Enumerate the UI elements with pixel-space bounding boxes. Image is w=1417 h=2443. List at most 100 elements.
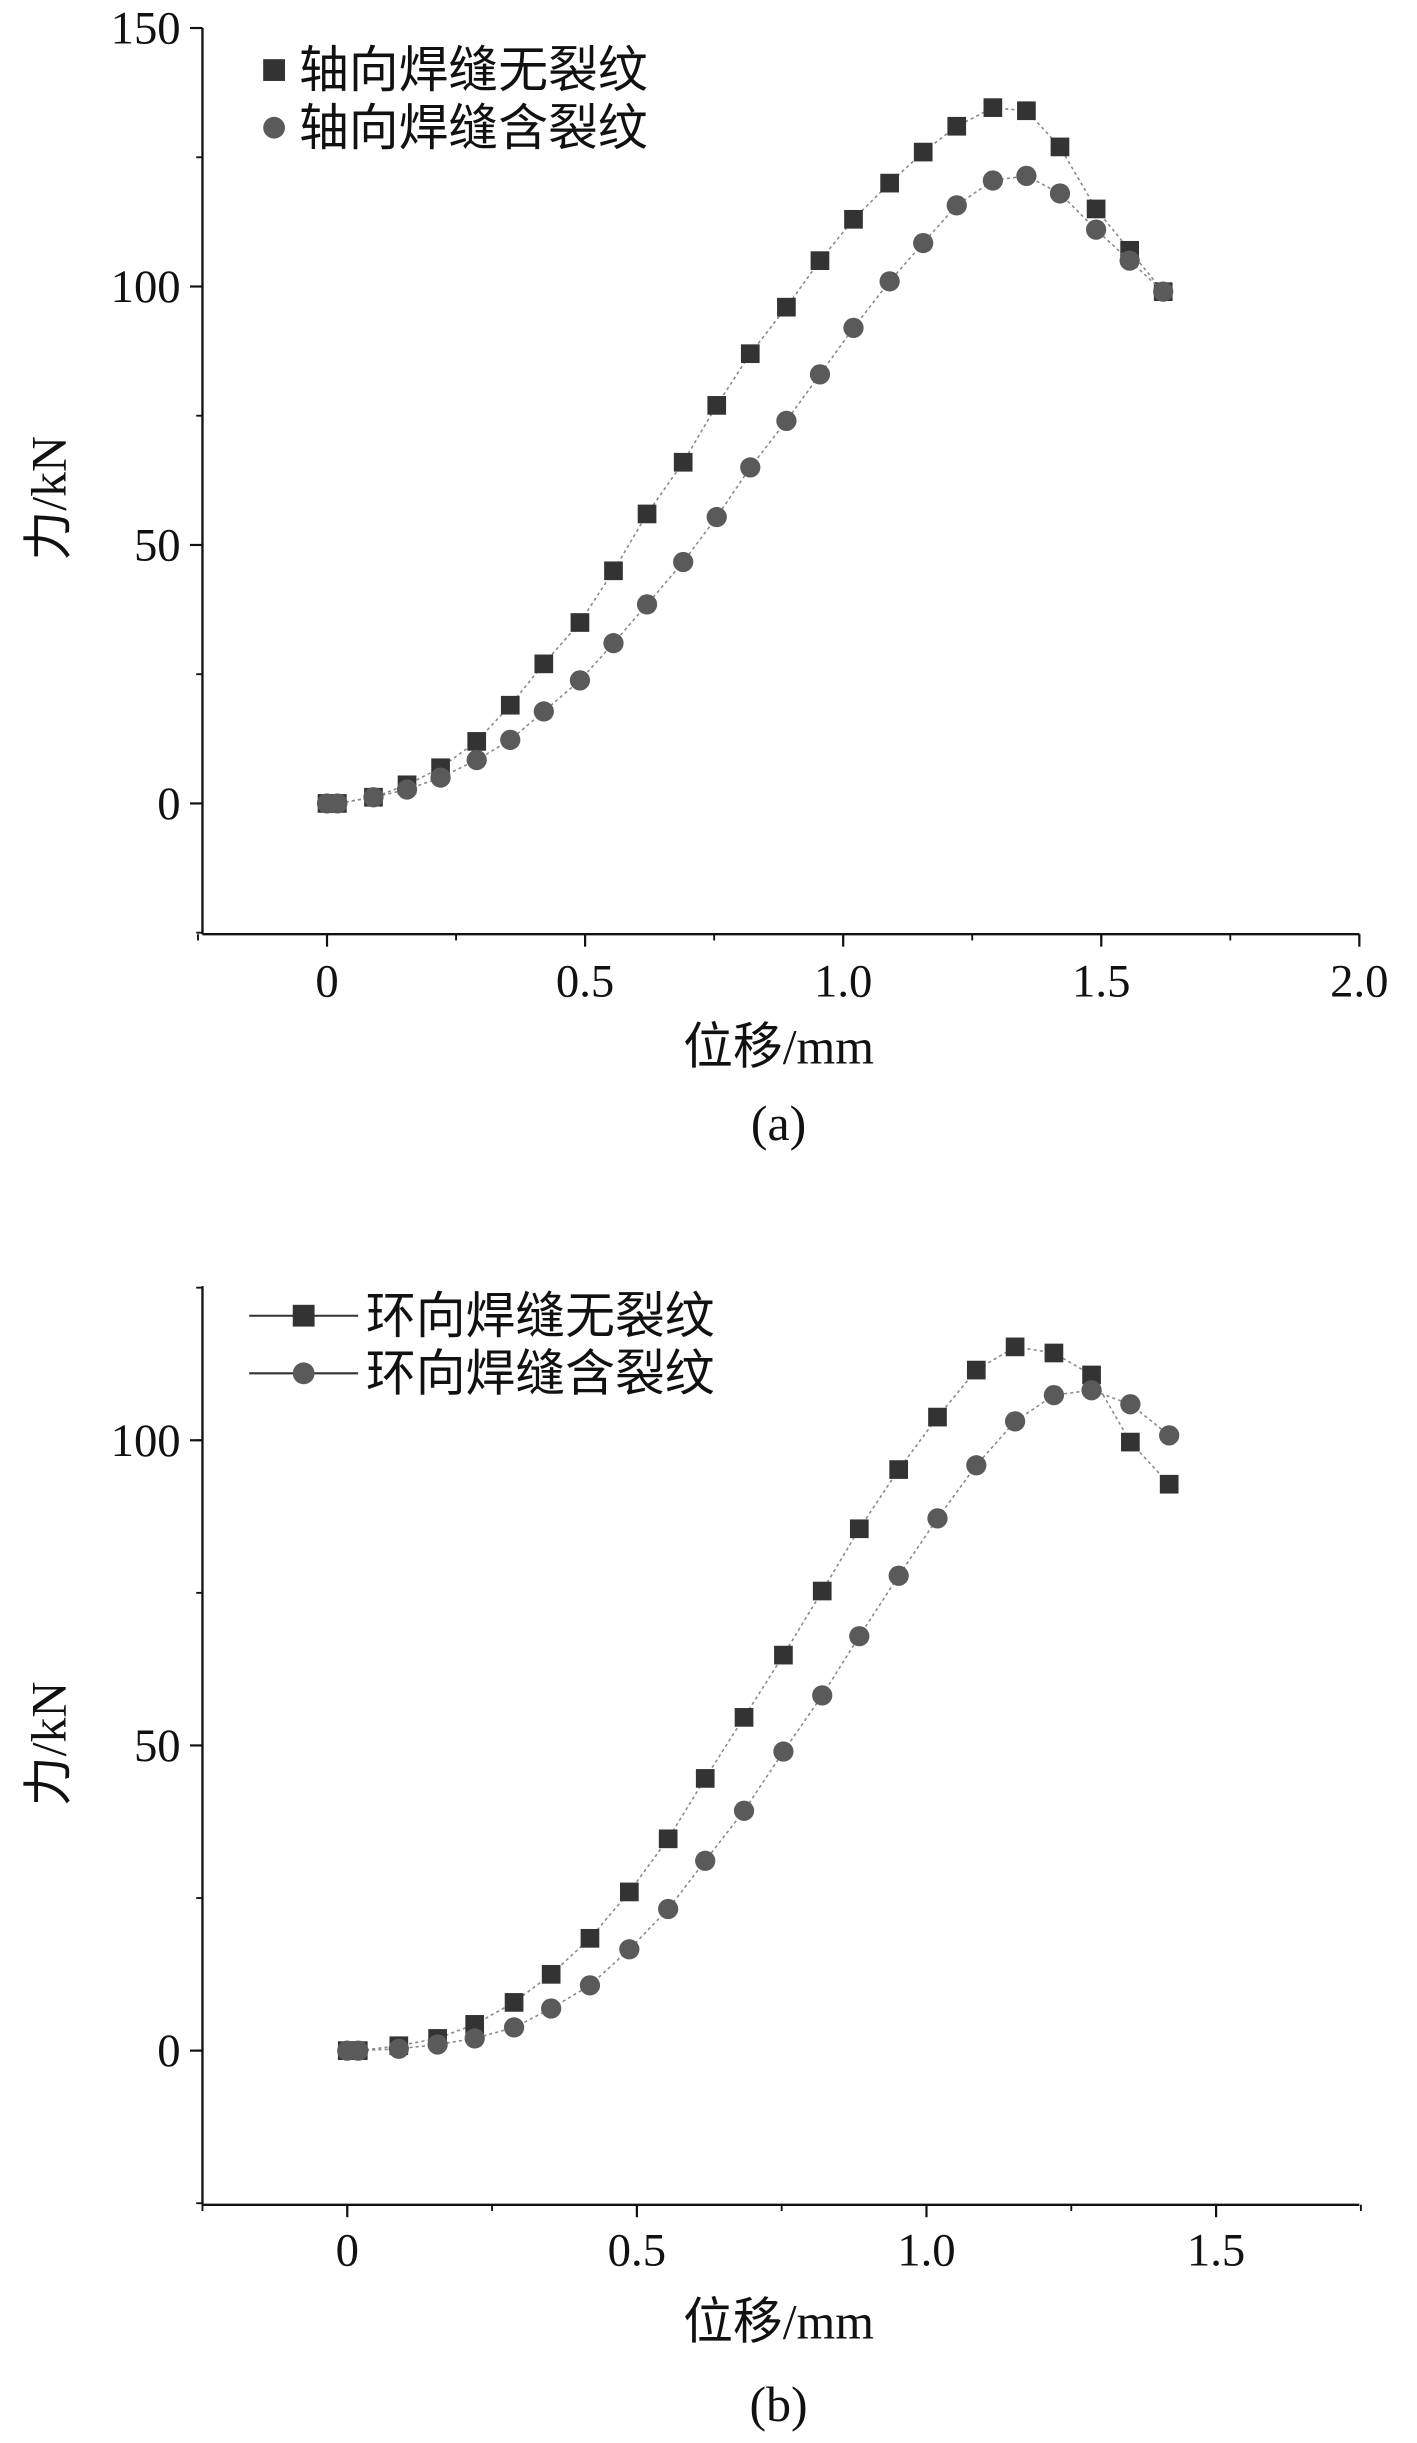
x-tick-label: 1.5	[1072, 956, 1130, 1008]
data-point-square	[500, 695, 520, 715]
data-point-square	[541, 1964, 561, 1984]
legend-item: 环向焊缝无裂纹	[249, 1289, 715, 1344]
x-tick-label: 0	[315, 956, 338, 1008]
data-point-square	[1086, 199, 1106, 219]
data-point-circle	[1016, 165, 1037, 186]
data-point-square	[658, 1829, 678, 1849]
data-point-square	[740, 344, 760, 364]
data-point-square	[534, 654, 554, 674]
data-point-square	[637, 504, 657, 524]
data-point-square	[604, 561, 623, 581]
x-axis-label: 位移/mm	[683, 1019, 874, 1074]
data-point-square	[1159, 1474, 1179, 1494]
data-point-square	[844, 209, 863, 229]
series-line-0	[347, 1346, 1170, 2052]
data-point-circle	[982, 170, 1003, 191]
legend-circle-icon	[263, 116, 285, 139]
data-point-circle	[913, 232, 934, 254]
y-tick-label: 100	[111, 261, 181, 313]
data-point-circle	[603, 633, 624, 654]
data-point-circle	[569, 670, 591, 691]
data-point-circle	[1049, 183, 1071, 204]
data-point-square	[620, 1882, 639, 1902]
series-line-1	[347, 1389, 1170, 2052]
x-tick-label: 1.5	[1187, 2224, 1245, 2276]
data-point-square	[849, 1519, 869, 1539]
y-axis-label: 力/kN	[21, 436, 76, 561]
data-point-square	[707, 396, 727, 415]
data-point-circle	[927, 1508, 948, 1529]
data-point-circle	[773, 1741, 794, 1762]
data-point-square	[928, 1407, 947, 1427]
data-point-circle	[733, 1800, 755, 1821]
data-point-circle	[1043, 1384, 1065, 1406]
data-point-circle	[695, 1850, 716, 1871]
figure-caption: (a)	[751, 1096, 806, 1151]
data-point-circle	[430, 767, 451, 788]
data-point-circle	[966, 1455, 987, 1476]
data-point-square	[695, 1769, 715, 1788]
series-line-0	[327, 106, 1164, 805]
y-axis-label: 力/kN	[21, 1682, 76, 1807]
data-point-square	[734, 1708, 754, 1727]
x-tick-label: 0.5	[556, 956, 614, 1008]
y-tick-label: 50	[134, 1720, 181, 1772]
data-point-circle	[579, 1975, 601, 1996]
data-point-circle	[673, 551, 694, 573]
data-point-circle	[541, 1998, 562, 2019]
data-point-square	[504, 1993, 524, 2012]
data-point-square	[966, 1360, 986, 1380]
data-point-circle	[812, 1685, 833, 1706]
legend-item: 轴向焊缝含裂纹	[263, 101, 648, 156]
y-tick-label: 0	[157, 2025, 180, 2077]
data-point-square	[812, 1581, 832, 1601]
data-point-square	[1017, 101, 1036, 121]
data-point-circle	[466, 749, 487, 771]
data-point-circle	[464, 2028, 485, 2049]
data-point-circle	[740, 457, 761, 478]
data-point-square	[1050, 137, 1070, 157]
legend-square-icon	[292, 1304, 315, 1327]
data-point-circle	[843, 317, 864, 338]
data-point-circle	[879, 271, 900, 292]
data-point-circle	[619, 1939, 640, 1960]
x-tick-label: 0.5	[608, 2224, 666, 2276]
data-point-circle	[348, 2040, 369, 2061]
data-point-circle	[396, 779, 418, 800]
data-point-circle	[658, 1898, 679, 1920]
data-point-circle	[427, 2034, 448, 2055]
legend-item: 轴向焊缝无裂纹	[263, 43, 648, 98]
legend-label: 轴向焊缝无裂纹	[299, 43, 648, 98]
data-point-circle	[1085, 219, 1107, 240]
chart-a: 0 0.5 1.0 1.5 2.0 0 50 100 150 位移/mm 力/kN (a) 轴向焊缝无裂…	[21, 3, 1388, 1151]
x-tick-label: 1.0	[814, 956, 872, 1008]
legend-circle-icon	[292, 1362, 315, 1385]
data-point-circle	[327, 793, 348, 814]
data-point-circle	[503, 2017, 525, 2038]
data-point-circle	[1159, 1425, 1180, 1446]
data-point-circle	[809, 364, 831, 385]
data-point-square	[810, 251, 830, 270]
figure-caption: (b)	[750, 2377, 808, 2432]
data-point-circle	[849, 1626, 870, 1647]
data-point-circle	[636, 594, 658, 615]
data-point-square	[1082, 1365, 1101, 1385]
data-point-square	[580, 1928, 600, 1948]
x-tick-label: 0	[336, 2224, 359, 2276]
legend-label: 环向焊缝无裂纹	[366, 1289, 715, 1344]
data-point-square	[983, 98, 1003, 117]
data-point-square	[1044, 1343, 1064, 1363]
x-tick-label: 2.0	[1330, 956, 1388, 1008]
data-point-square	[465, 2015, 485, 2034]
data-point-square	[570, 613, 590, 632]
legend-item: 环向焊缝含裂纹	[249, 1346, 715, 1401]
data-point-square	[673, 452, 693, 472]
data-point-circle	[1004, 1411, 1026, 1432]
data-point-circle	[388, 2038, 409, 2059]
data-point-circle	[1153, 281, 1174, 302]
legend-label: 环向焊缝含裂纹	[366, 1346, 715, 1401]
data-point-circle	[706, 506, 727, 528]
x-tick-label: 1.0	[897, 2224, 955, 2276]
y-tick-label: 150	[111, 3, 181, 55]
